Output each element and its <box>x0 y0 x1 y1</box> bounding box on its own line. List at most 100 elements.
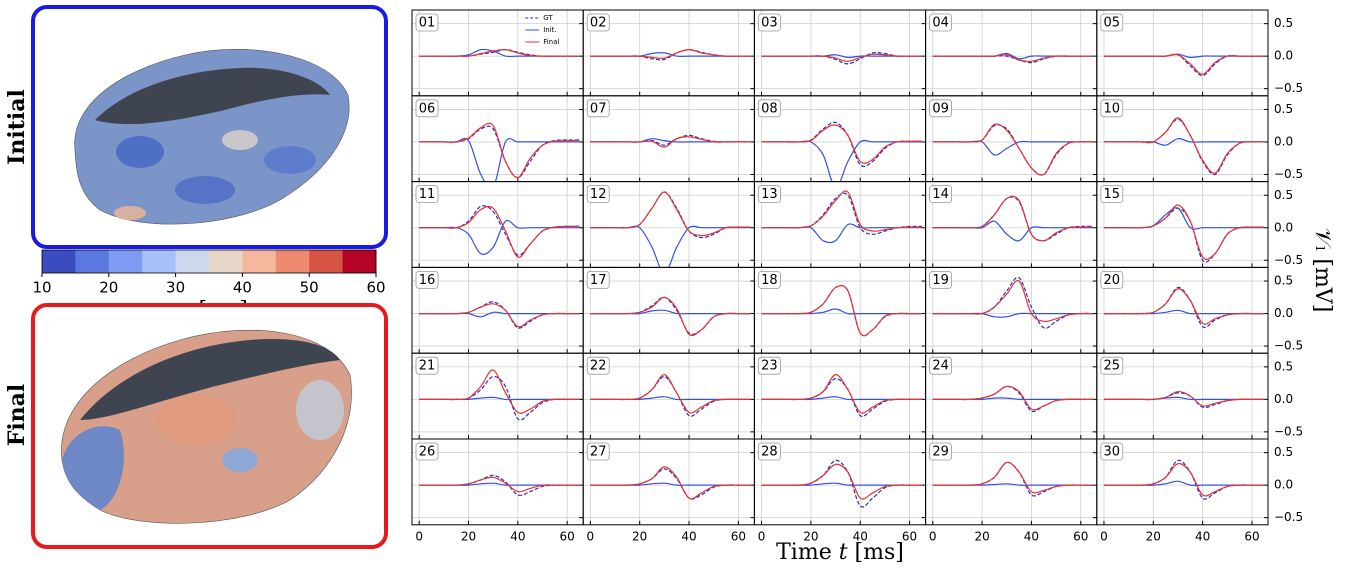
y-tick-label: 0.0 <box>1274 220 1293 234</box>
y-tick-label: 0.5 <box>1274 445 1293 459</box>
lines <box>419 205 580 258</box>
panel-label: 10 <box>1104 101 1121 116</box>
y-tick-label: −0.5 <box>1274 81 1303 95</box>
x-tick-label: 60 <box>1073 529 1088 543</box>
series-line <box>1104 118 1265 176</box>
x-tick-label: 0 <box>415 529 423 543</box>
panel-label-box <box>758 356 781 375</box>
legend-label: GT <box>543 14 553 22</box>
region <box>222 130 258 150</box>
series-line <box>419 48 580 57</box>
region <box>264 146 316 174</box>
series-line <box>932 279 1094 323</box>
region <box>114 206 146 220</box>
colorbar-cell <box>209 250 243 273</box>
series-line <box>590 374 751 414</box>
colorbar-cell <box>175 250 210 273</box>
region <box>116 136 164 168</box>
y-tick-label: 0.5 <box>1274 102 1293 116</box>
panel: 12 <box>582 181 755 268</box>
lines <box>761 51 922 65</box>
panel-label-box <box>758 99 781 118</box>
series-line <box>590 466 751 500</box>
y-tick-label: 0.0 <box>1274 134 1293 148</box>
x-tick-label: 0 <box>758 529 766 543</box>
lines <box>419 122 580 182</box>
series-line <box>419 219 580 255</box>
initial-view: Initial <box>4 5 388 249</box>
panel-label-box <box>758 185 781 204</box>
panel: 24 <box>925 352 1098 440</box>
panel-label-box <box>758 442 781 461</box>
panel-label-box <box>929 99 952 118</box>
series-line <box>1104 392 1265 409</box>
panel-label: 29 <box>932 445 949 460</box>
y-tick-label: 0.5 <box>1274 188 1293 202</box>
panel-label: 23 <box>761 359 778 374</box>
series-line <box>761 284 922 337</box>
panel-label-box <box>586 13 610 32</box>
panel-label: 06 <box>419 101 436 116</box>
panel-label-box <box>929 442 952 461</box>
panel-label-box <box>1100 356 1124 375</box>
series-line <box>761 124 922 164</box>
series-line <box>761 51 922 65</box>
x-tick-label: 40 <box>681 529 696 543</box>
colorbar-cell <box>75 250 110 273</box>
colorbar-cell <box>108 250 143 273</box>
series-line <box>761 190 922 232</box>
panel-label: 04 <box>932 16 949 31</box>
lines <box>419 369 580 421</box>
colorbar-tick-label: 20 <box>99 279 118 297</box>
lines <box>761 190 922 244</box>
x-tick-label: 60 <box>1244 529 1259 543</box>
panel-label-box <box>415 270 439 289</box>
series-line <box>761 463 922 500</box>
panel-label: 11 <box>419 187 436 202</box>
series-line <box>1104 204 1265 260</box>
series-line <box>1104 53 1265 77</box>
lines <box>590 134 751 148</box>
lines <box>761 374 922 417</box>
panel-label-box <box>758 13 781 32</box>
lines <box>419 301 580 329</box>
panel-label-box <box>415 356 439 375</box>
panel-label-box <box>1100 442 1124 461</box>
series-line <box>932 220 1094 242</box>
panel-label-box <box>929 13 952 32</box>
y-tick-label: 0.5 <box>1274 274 1293 288</box>
panel-label-box <box>929 356 952 375</box>
series-line <box>419 205 580 258</box>
x-tick-label: 40 <box>853 529 868 543</box>
series-line <box>761 53 922 62</box>
x-tick-label: 0 <box>1100 529 1108 543</box>
panel-label-box <box>586 185 610 204</box>
colorbar-tick-label: 30 <box>166 279 185 297</box>
panel-frame <box>1096 438 1269 526</box>
y-tick-label: 0.0 <box>1274 306 1293 320</box>
panel: 0 20 40 60 26 <box>411 438 584 543</box>
series-line <box>419 122 580 179</box>
panel-label: 02 <box>590 16 607 31</box>
colorbar-cell <box>309 250 344 273</box>
colorbar-tick-label: 60 <box>366 279 385 297</box>
panel-label: 24 <box>932 359 949 374</box>
panel-label: 26 <box>419 445 436 460</box>
region <box>155 395 235 445</box>
panel: 14 <box>925 181 1098 268</box>
panel-label-box <box>586 356 610 375</box>
legend-label: Final <box>543 38 559 46</box>
colorbar-cell <box>242 250 277 273</box>
lines <box>590 48 751 61</box>
x-tick-label: 0 <box>929 529 937 543</box>
panel: 07 <box>582 95 755 183</box>
y-tick-label: 0.5 <box>1274 16 1293 30</box>
series-line <box>1104 288 1265 325</box>
colorbar-frame <box>41 249 377 274</box>
panel-label: 07 <box>590 101 607 116</box>
series-line <box>590 136 751 148</box>
lines <box>419 48 580 58</box>
colorbar-tick-label: 40 <box>233 279 252 297</box>
panel: 0 20 40 60 29 <box>925 438 1098 543</box>
